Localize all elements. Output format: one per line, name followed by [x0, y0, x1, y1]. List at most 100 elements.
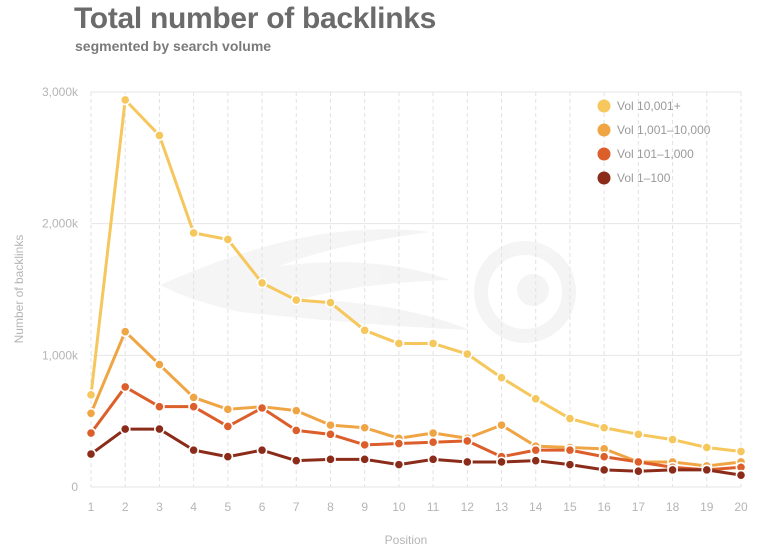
data-point[interactable]: [154, 401, 165, 413]
data-point[interactable]: [701, 464, 713, 476]
data-point[interactable]: [393, 338, 405, 349]
legend-item[interactable]: Vol 101–1,000: [597, 147, 695, 161]
x-tick-label: 5: [224, 500, 231, 514]
data-point[interactable]: [256, 402, 268, 414]
data-point[interactable]: [530, 455, 542, 467]
data-point[interactable]: [154, 359, 165, 370]
data-point[interactable]: [325, 419, 336, 431]
x-tick-label: 13: [495, 500, 509, 514]
data-point[interactable]: [325, 297, 336, 309]
series-2: [85, 326, 747, 472]
data-point[interactable]: [427, 436, 439, 448]
data-point[interactable]: [154, 130, 165, 141]
x-tick-label: 18: [666, 500, 680, 514]
data-point[interactable]: [222, 421, 234, 432]
data-point[interactable]: [222, 403, 234, 415]
data-point[interactable]: [256, 277, 268, 289]
data-point[interactable]: [598, 464, 610, 476]
data-point[interactable]: [188, 227, 200, 239]
data-point[interactable]: [564, 444, 576, 456]
legend-swatch: [597, 123, 611, 137]
data-point[interactable]: [598, 422, 610, 434]
data-point[interactable]: [85, 389, 97, 401]
x-tick-label: 12: [461, 500, 475, 514]
data-point[interactable]: [530, 444, 542, 456]
data-point[interactable]: [461, 435, 473, 447]
x-tick-label: 6: [259, 500, 266, 514]
data-point[interactable]: [188, 401, 200, 413]
data-point[interactable]: [325, 428, 336, 440]
data-point[interactable]: [154, 423, 165, 435]
legend-label: Vol 1,001–10,000: [617, 123, 711, 137]
data-point[interactable]: [256, 444, 268, 456]
series-line: [89, 98, 742, 453]
data-point[interactable]: [427, 427, 439, 439]
x-tick-label: 3: [156, 500, 163, 514]
x-tick-label: 15: [563, 500, 577, 514]
data-point[interactable]: [325, 453, 336, 465]
data-point[interactable]: [290, 455, 302, 467]
x-tick-label: 20: [734, 500, 748, 514]
x-tick-label: 9: [361, 500, 368, 514]
x-tick-label: 17: [632, 500, 646, 514]
data-point[interactable]: [290, 405, 302, 417]
data-point[interactable]: [119, 423, 131, 435]
data-point[interactable]: [735, 469, 747, 481]
data-point[interactable]: [188, 444, 200, 456]
data-point[interactable]: [530, 393, 542, 405]
series-line: [90, 427, 742, 477]
data-point[interactable]: [667, 434, 678, 445]
data-point[interactable]: [496, 456, 507, 468]
data-point[interactable]: [290, 294, 302, 306]
data-point[interactable]: [222, 234, 234, 245]
data-point[interactable]: [359, 422, 371, 434]
data-point[interactable]: [85, 407, 97, 419]
data-point[interactable]: [427, 338, 439, 349]
data-point[interactable]: [85, 427, 97, 439]
data-point[interactable]: [222, 451, 234, 463]
series-4: [85, 423, 747, 481]
legend-item[interactable]: Vol 1,001–10,000: [597, 123, 711, 137]
data-point[interactable]: [735, 446, 747, 457]
x-tick-label: 16: [597, 500, 611, 514]
data-point[interactable]: [359, 439, 371, 451]
series-1: [85, 94, 747, 457]
legend-label: Vol 1–100: [617, 171, 671, 185]
y-axis-title: Number of backlinks: [12, 235, 26, 344]
data-point[interactable]: [119, 94, 131, 106]
data-point[interactable]: [496, 372, 507, 384]
data-point[interactable]: [564, 459, 576, 471]
data-point[interactable]: [119, 326, 131, 338]
data-point[interactable]: [85, 448, 97, 460]
y-tick-label: 0: [71, 480, 78, 494]
data-point[interactable]: [667, 464, 678, 476]
data-point[interactable]: [632, 456, 644, 468]
data-point[interactable]: [461, 348, 473, 360]
data-point[interactable]: [632, 465, 644, 477]
x-tick-label: 1: [88, 500, 95, 514]
legend-swatch: [597, 99, 611, 113]
x-tick-label: 2: [122, 500, 129, 514]
data-point[interactable]: [119, 381, 131, 393]
legend-label: Vol 10,001+: [617, 99, 681, 113]
y-tick-label: 2,000k: [42, 217, 79, 231]
x-axis-title: Position: [385, 533, 428, 547]
data-point[interactable]: [461, 456, 473, 468]
data-point[interactable]: [564, 413, 576, 424]
legend-item[interactable]: Vol 1–100: [597, 171, 671, 185]
data-point[interactable]: [359, 453, 371, 465]
data-point[interactable]: [359, 324, 371, 336]
data-point[interactable]: [701, 442, 713, 453]
data-point[interactable]: [598, 451, 610, 463]
data-point[interactable]: [290, 424, 302, 436]
data-point[interactable]: [188, 392, 200, 403]
chart-subtitle: segmented by search volume: [75, 38, 272, 54]
y-tick-label: 1,000k: [42, 348, 79, 362]
data-point[interactable]: [393, 438, 405, 449]
data-point[interactable]: [632, 428, 644, 440]
data-point[interactable]: [427, 453, 439, 465]
data-point[interactable]: [393, 459, 405, 471]
legend-item[interactable]: Vol 10,001+: [597, 99, 681, 113]
data-point[interactable]: [496, 419, 507, 431]
